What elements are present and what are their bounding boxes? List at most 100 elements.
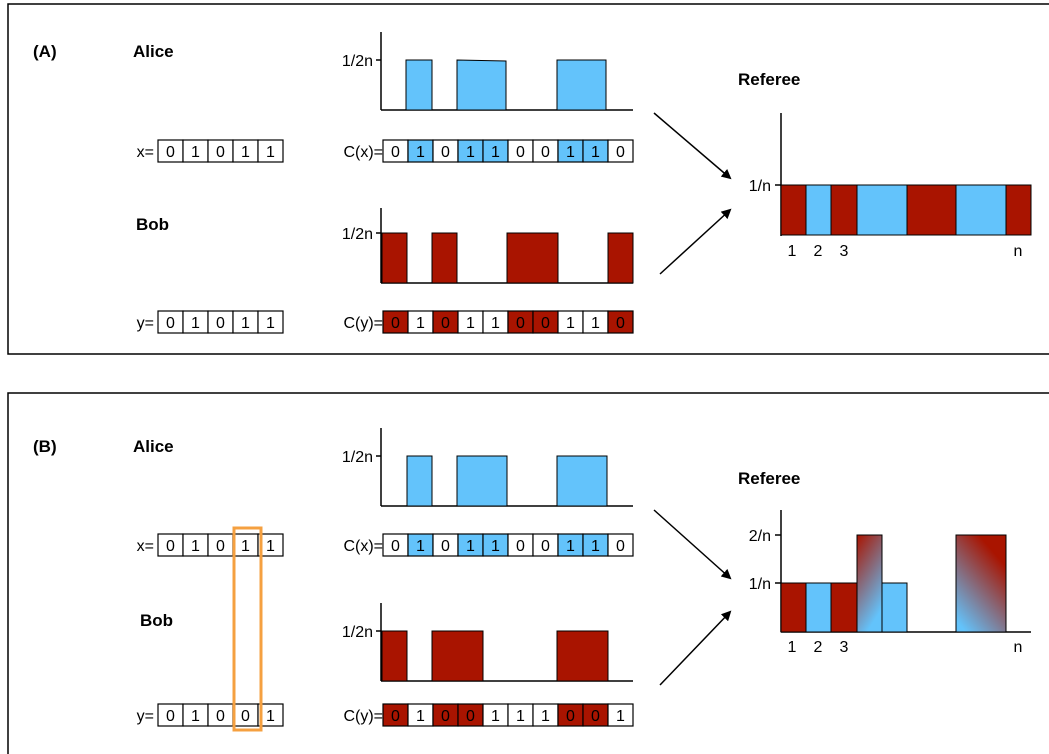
bit-value: 1 xyxy=(616,708,625,725)
bit-value: 1 xyxy=(191,538,200,555)
bit-value: 1 xyxy=(491,144,500,161)
panel-b-referee-histogram: 2/n 1/n 1 2 3 n xyxy=(749,510,1031,656)
bit-cell xyxy=(607,703,634,727)
bit-value: 1 xyxy=(266,315,275,332)
x-label: 1 xyxy=(788,639,797,656)
bit-value: 1 xyxy=(241,315,250,332)
bit-value: 1 xyxy=(566,144,575,161)
bit-cell xyxy=(257,310,284,334)
x-label: 2 xyxy=(814,243,823,260)
bit-value: 1 xyxy=(191,708,200,725)
hist-bar xyxy=(856,184,908,236)
bit-value: 0 xyxy=(616,315,625,332)
bit-value: 1 xyxy=(566,538,575,555)
hist-bar-mixed xyxy=(955,534,1007,633)
panel-b-frame xyxy=(7,392,1049,754)
bit-value: 0 xyxy=(391,144,400,161)
bit-value: 0 xyxy=(616,144,625,161)
hist-bar xyxy=(381,232,408,284)
x-label: 1 xyxy=(788,243,797,260)
panel-b-label: (B) xyxy=(33,437,57,456)
bit-cell xyxy=(257,139,284,163)
hist-bar xyxy=(556,59,607,111)
bit-value: 1 xyxy=(491,538,500,555)
bit-value: 1 xyxy=(466,144,475,161)
panel-a-referee-label: Referee xyxy=(738,70,800,89)
hist-bar xyxy=(906,184,957,236)
bit-value: 0 xyxy=(441,315,450,332)
panel-b-referee-label: Referee xyxy=(738,469,800,488)
hist-bar xyxy=(805,184,832,236)
bit-value: 0 xyxy=(441,538,450,555)
hist-bar xyxy=(381,630,408,682)
hist-bar xyxy=(406,455,433,507)
hist-bar xyxy=(556,455,608,507)
panel-b-alice-tick: 1/2n xyxy=(342,449,373,466)
bit-value: 0 xyxy=(591,708,600,725)
bit-value: 0 xyxy=(566,708,575,725)
x-label: 3 xyxy=(840,243,849,260)
bit-value: 1 xyxy=(591,144,600,161)
panel-b-bob-histogram: 1/2n xyxy=(342,603,633,682)
bit-value: 0 xyxy=(541,144,550,161)
x-label: 2 xyxy=(814,639,823,656)
bit-value: 1 xyxy=(241,144,250,161)
x-label: n xyxy=(1014,639,1023,656)
panel-a-alice-tick: 1/2n xyxy=(342,53,373,70)
differing-bit-highlight xyxy=(232,526,263,732)
bit-value: 0 xyxy=(541,538,550,555)
panel-a-frame xyxy=(7,3,1049,355)
bit-cell xyxy=(607,139,634,163)
arrow-bob-to-referee xyxy=(659,610,732,686)
hist-bar-mixed xyxy=(856,534,883,633)
bit-value: 1 xyxy=(491,315,500,332)
hist-bar xyxy=(431,232,458,284)
bit-value: 1 xyxy=(416,144,425,161)
bit-value: 1 xyxy=(591,315,600,332)
arrow-bob-to-referee xyxy=(659,208,732,275)
panel-b-cx-prefix: C(x)= xyxy=(343,538,383,555)
bit-cell xyxy=(257,703,284,727)
bit-value: 0 xyxy=(216,538,225,555)
bit-cell xyxy=(607,533,634,557)
panel-b-y-prefix: y= xyxy=(137,708,154,725)
bit-value: 1 xyxy=(541,708,550,725)
panel-a-cy-prefix: C(y)= xyxy=(343,315,383,332)
bit-value: 1 xyxy=(191,144,200,161)
x-label: n xyxy=(1014,243,1023,260)
bit-value: 0 xyxy=(166,538,175,555)
bit-value: 1 xyxy=(416,708,425,725)
bit-value: 0 xyxy=(541,315,550,332)
panel-b-cy-prefix: C(y)= xyxy=(343,708,383,725)
bit-value: 0 xyxy=(441,708,450,725)
bit-value: 0 xyxy=(391,708,400,725)
hist-bar xyxy=(805,582,832,633)
panel-b-bob-tick: 1/2n xyxy=(342,624,373,641)
bit-value: 0 xyxy=(216,315,225,332)
bit-value: 1 xyxy=(241,538,250,555)
bit-cell xyxy=(607,310,634,334)
hist-bar xyxy=(506,232,559,284)
panel-b-alice-label: Alice xyxy=(133,437,174,456)
bit-value: 1 xyxy=(491,708,500,725)
hist-bar xyxy=(955,184,1007,236)
bit-value: 1 xyxy=(191,315,200,332)
bit-value: 0 xyxy=(241,708,250,725)
hist-bar xyxy=(830,184,858,236)
bit-value: 0 xyxy=(466,708,475,725)
panel-b-referee-tick-1n: 1/n xyxy=(749,576,771,593)
bit-value: 1 xyxy=(516,708,525,725)
hist-bar xyxy=(830,582,858,633)
panel-a-x-prefix: x= xyxy=(137,144,154,161)
hist-bar xyxy=(607,232,634,284)
bit-value: 1 xyxy=(466,315,475,332)
bit-value: 1 xyxy=(266,538,275,555)
bit-value: 0 xyxy=(216,144,225,161)
arrow-alice-to-referee xyxy=(653,509,732,580)
